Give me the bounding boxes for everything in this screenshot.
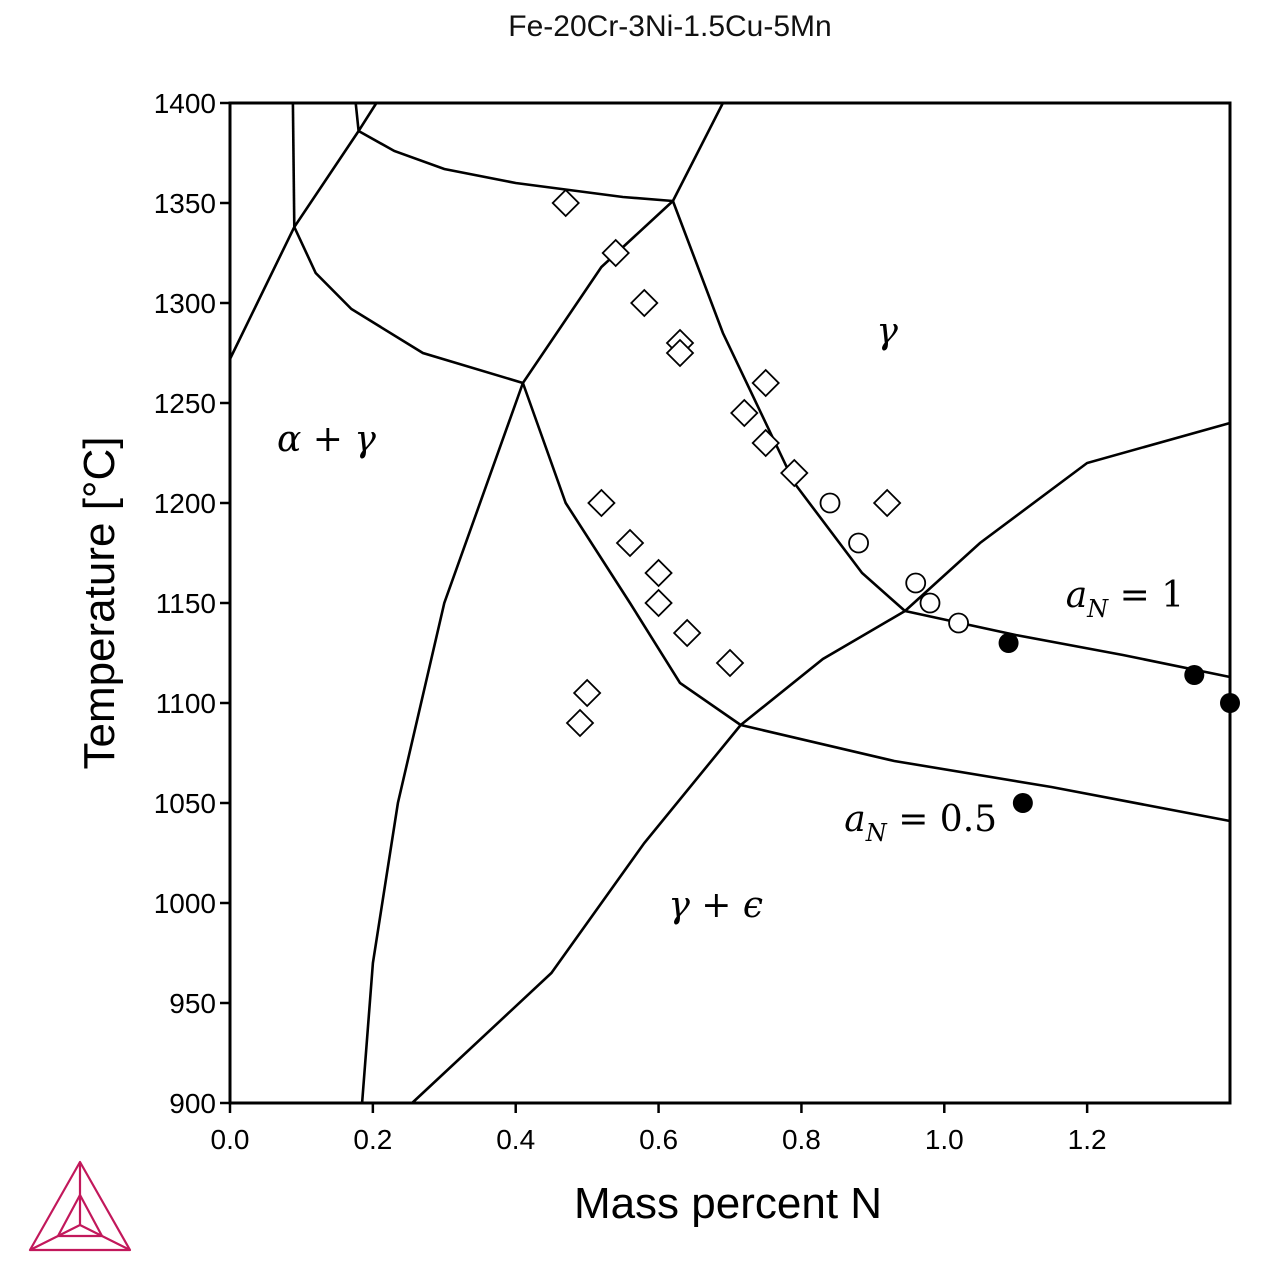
y-tick-label: 1250	[154, 388, 216, 419]
circle-open-point-0	[819, 492, 841, 514]
region-label-gamma: γ	[876, 311, 898, 352]
x-tick-label: 0.4	[496, 1124, 535, 1155]
diamond-open-point-10	[587, 488, 616, 518]
phase-boundary-13	[740, 723, 1231, 823]
phase-boundary-11	[904, 421, 1231, 612]
diamond-open-point-9	[872, 488, 902, 518]
diamond-open-point-13	[644, 588, 673, 618]
diamond-open-point-1	[601, 238, 630, 268]
y-tick-label: 1100	[156, 688, 216, 719]
region-label-gamma-epsilon: γ + ϵ	[668, 885, 763, 926]
x-tick-label: 0.6	[639, 1124, 678, 1155]
y-tick-label: 1200	[154, 488, 216, 519]
phase-boundaries	[228, 102, 1231, 1104]
phase-boundary-7	[360, 382, 525, 1104]
diamond-open-point-14	[672, 618, 702, 648]
diamond-open-point-15	[715, 648, 745, 678]
phase-boundary-10	[739, 609, 906, 727]
thermo-calc-logo	[28, 1160, 132, 1252]
y-axis-label: Temperature [°C]	[75, 436, 124, 769]
phase-boundary-1	[291, 102, 296, 228]
x-tick-label: 1.0	[925, 1124, 964, 1155]
x-axis-label: Mass percent N	[574, 1179, 882, 1228]
diamond-open-point-12	[644, 558, 673, 588]
diamond-open-point-2	[630, 288, 659, 318]
y-tick-label: 1300	[154, 288, 216, 319]
diamond-open-point-6	[730, 398, 759, 428]
phase-boundary-8	[521, 382, 742, 727]
x-tick-label: 0.2	[353, 1124, 392, 1155]
phase-boundary-3	[293, 226, 524, 385]
y-tick-label: 1050	[154, 788, 216, 819]
circle-open-point-1	[848, 532, 869, 554]
circle-open-point-4	[948, 612, 969, 634]
activity-label-a-n-05: aN = 0.5	[844, 799, 997, 847]
x-tick-label: 1.2	[1068, 1124, 1107, 1155]
activity-label-a-n-1: aN = 1	[1066, 575, 1184, 623]
circle-open-point-3	[919, 592, 941, 614]
circle-filled-point-0	[998, 633, 1019, 653]
phase-boundary-0	[228, 102, 378, 360]
y-tick-label: 1150	[156, 588, 216, 619]
y-tick-label: 1400	[154, 88, 216, 119]
phase-boundary-9	[671, 200, 906, 612]
diamond-open-point-4	[665, 338, 695, 368]
circle-filled-point-3	[1012, 793, 1033, 813]
phase-boundary-4	[357, 129, 674, 203]
diamond-open-point-0	[551, 188, 580, 218]
y-axis-ticks: 900 950 1000 1050 1100 1150 1200 1250 1300 1350 14…	[154, 88, 230, 1119]
y-tick-label: 1350	[154, 188, 216, 219]
y-tick-label: 900	[169, 1088, 216, 1119]
x-tick-label: 0.8	[782, 1124, 821, 1155]
phase-boundary-14	[411, 724, 742, 1104]
x-axis-ticks: 0.0 0.2 0.4 0.6 0.8 1.0 1.2	[211, 1103, 1107, 1155]
data-points	[551, 188, 1240, 813]
phase-boundary-2	[354, 102, 360, 132]
diamond-open-point-5	[751, 368, 780, 398]
chart-title: Fe-20Cr-3Ni-1.5Cu-5Mn	[508, 10, 831, 43]
region-label-alpha-gamma: α + γ	[277, 419, 376, 460]
phase-boundary-6	[671, 102, 725, 202]
y-tick-label: 1000	[154, 888, 216, 919]
phase-boundary-5	[521, 200, 674, 384]
region-labels: α + γ γ γ + ϵ aN = 1 aN = 0.5	[277, 311, 1184, 926]
x-tick-label: 0.0	[211, 1124, 250, 1155]
diamond-open-point-17	[565, 708, 595, 738]
y-tick-label: 950	[169, 988, 216, 1019]
diamond-open-point-11	[615, 528, 645, 558]
diamond-open-point-8	[780, 458, 809, 488]
circle-filled-point-1	[1184, 665, 1205, 685]
circle-open-point-2	[905, 572, 927, 594]
diamond-open-point-16	[572, 678, 602, 708]
diamond-open-point-7	[751, 428, 780, 458]
